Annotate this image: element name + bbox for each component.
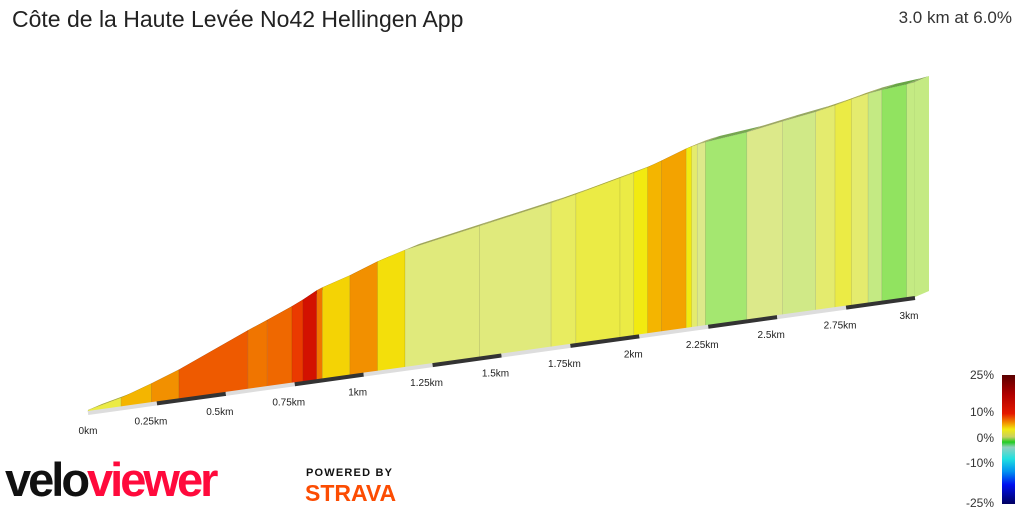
strava-logo: STRAVA xyxy=(305,480,397,506)
segment-top-27 xyxy=(835,93,866,106)
segment-top-23 xyxy=(705,126,761,143)
segment-face-24 xyxy=(746,120,783,321)
x-tick-label: 2.5km xyxy=(758,330,785,341)
segment-face-22 xyxy=(696,141,706,328)
segment-top-28 xyxy=(851,87,883,100)
distance-axis: 0km 0.25km 0.5km 0.75km 1km 1.25km 1.5km 1.75km… xyxy=(79,296,919,437)
legend-tick-minus25: -25% xyxy=(965,496,994,510)
segment-face-4 xyxy=(247,319,268,391)
x-tick-label: 2.25km xyxy=(686,340,719,351)
x-tick-label: 0.5km xyxy=(206,407,233,418)
segment-top-30 xyxy=(881,78,921,90)
segment-face-3 xyxy=(178,329,249,400)
x-tick-label: 0.25km xyxy=(135,416,168,427)
axis-band-0 xyxy=(87,401,158,415)
segment-face-12 xyxy=(404,225,480,369)
segment-face-21 xyxy=(691,144,698,329)
powered-by-text: POWERED BY xyxy=(306,467,394,479)
segment-face-29 xyxy=(867,89,883,304)
segment-top-22 xyxy=(697,136,720,145)
legend-tick-0: 0% xyxy=(976,431,994,445)
axis-band-10 xyxy=(776,305,847,320)
segment-face-13 xyxy=(479,202,552,358)
segment-top-11 xyxy=(377,243,420,262)
segment-top-16 xyxy=(620,166,648,178)
axis-band-11 xyxy=(845,296,916,310)
segment-face-19 xyxy=(661,148,687,333)
axis-band-9 xyxy=(707,315,778,329)
segment-face-30 xyxy=(881,83,907,302)
segment-face-31 xyxy=(906,81,916,299)
segment-top-20 xyxy=(686,140,706,149)
segment-top-31 xyxy=(906,76,929,85)
segment-top-21 xyxy=(691,138,712,147)
segment-face-27 xyxy=(834,98,852,309)
segments-group xyxy=(87,76,929,413)
segment-end-face xyxy=(915,76,929,297)
x-tick-label: 3km xyxy=(900,311,919,322)
x-tick-label: 1.5km xyxy=(482,369,509,380)
segment-face-18 xyxy=(647,160,662,335)
axis-band-8 xyxy=(639,324,709,339)
x-tick-label: 1km xyxy=(348,388,367,399)
segment-top-12 xyxy=(405,220,494,250)
logo-viewer: viewer xyxy=(87,453,218,506)
gradient-color-scale xyxy=(1002,375,1015,504)
segment-top-0 xyxy=(88,391,136,410)
segment-top-29 xyxy=(868,83,896,94)
segment-top-13 xyxy=(479,197,566,227)
x-tick-label: 0km xyxy=(79,426,98,437)
segment-face-17 xyxy=(633,166,648,337)
segment-face-28 xyxy=(851,93,869,307)
veloviewer-logo: veloviewer xyxy=(5,452,218,507)
segment-face-8 xyxy=(316,287,323,381)
axis-band-3 xyxy=(294,372,364,387)
x-tick-label: 0.75km xyxy=(272,397,305,408)
axis-band-6 xyxy=(501,343,571,358)
axis-band-2 xyxy=(225,382,296,396)
x-tick-label: 2km xyxy=(624,349,643,360)
segment-face-16 xyxy=(619,172,635,339)
segment-top-25 xyxy=(782,105,830,122)
axis-band-1 xyxy=(156,391,227,406)
segment-face-15 xyxy=(575,177,621,345)
segment-top-24 xyxy=(746,115,797,133)
chart-title: Côte de la Haute Levée No42 Hellingen Ap… xyxy=(12,6,464,32)
segment-face-23 xyxy=(705,131,748,327)
segment-face-26 xyxy=(815,104,836,312)
legend-tick-10: 10% xyxy=(969,405,994,419)
segment-face-2 xyxy=(151,369,180,404)
segment-face-14 xyxy=(550,193,577,348)
x-tick-label: 2.75km xyxy=(824,321,857,332)
axis-band-7 xyxy=(570,334,640,348)
segment-face-5 xyxy=(266,305,293,388)
segment-face-11 xyxy=(377,249,406,373)
climb-summary: 3.0 km at 6.0% xyxy=(898,8,1012,27)
segment-face-10 xyxy=(349,261,378,376)
segment-face-6 xyxy=(291,299,304,384)
x-tick-label: 1.75km xyxy=(548,359,581,370)
segment-face-9 xyxy=(322,275,351,380)
segment-face-7 xyxy=(302,289,318,383)
legend-tick-minus10: -10% xyxy=(965,456,994,470)
segment-face-25 xyxy=(782,111,817,316)
x-tick-label: 1.25km xyxy=(410,378,443,389)
logo-velo: velo xyxy=(5,453,90,506)
segment-top-14 xyxy=(551,188,590,204)
axis-band-4 xyxy=(363,363,433,377)
segment-top-26 xyxy=(815,99,850,112)
segment-face-20 xyxy=(685,146,692,330)
legend-tick-25: 25% xyxy=(969,368,994,382)
segment-top-15 xyxy=(575,171,635,195)
axis-band-5 xyxy=(432,353,502,368)
